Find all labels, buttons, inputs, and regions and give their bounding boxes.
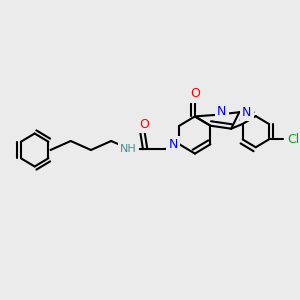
Text: Cl: Cl (287, 133, 300, 146)
Text: N: N (242, 106, 251, 119)
Text: O: O (190, 87, 200, 101)
Text: O: O (140, 118, 149, 131)
Text: N: N (169, 138, 178, 151)
Text: NH: NH (120, 143, 137, 154)
Text: N: N (217, 105, 226, 119)
